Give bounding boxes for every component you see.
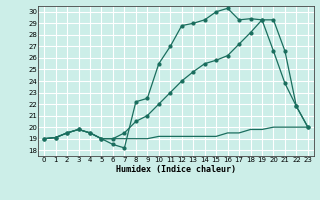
X-axis label: Humidex (Indice chaleur): Humidex (Indice chaleur) bbox=[116, 165, 236, 174]
